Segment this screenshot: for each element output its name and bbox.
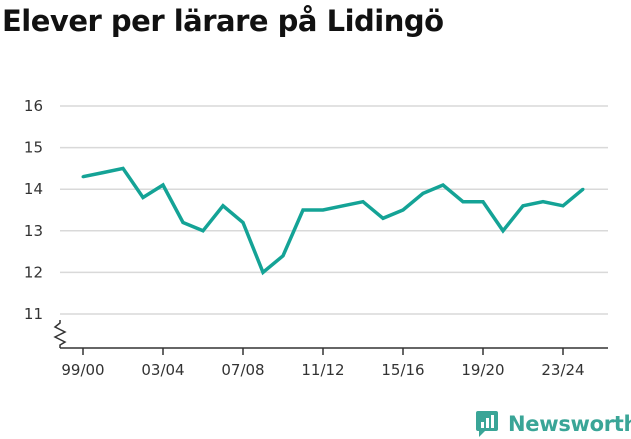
brand-name: Newsworthy (508, 412, 631, 436)
data-point (81, 175, 85, 179)
x-tick-label: 99/00 (61, 361, 104, 379)
data-point (201, 229, 205, 233)
y-tick-label-11: 11 (24, 305, 43, 323)
x-tick-label: 15/16 (381, 361, 424, 379)
data-point (381, 216, 385, 220)
data-point (561, 204, 565, 208)
y-tick-label-16: 16 (24, 97, 43, 115)
data-point (461, 200, 465, 204)
data-point (301, 208, 305, 212)
y-tick-label-12: 12 (24, 263, 43, 281)
x-tick-label: 11/12 (301, 361, 344, 379)
data-point (101, 171, 105, 175)
data-point (481, 200, 485, 204)
data-point (421, 191, 425, 195)
data-point (221, 204, 225, 208)
x-axis (53, 320, 608, 349)
data-point (361, 200, 365, 204)
data-point (541, 200, 545, 204)
data-point (341, 204, 345, 208)
x-tick-label: 23/24 (541, 361, 584, 379)
x-tick-label: 19/20 (461, 361, 504, 379)
chart-title: Elever per lärare på Lidingö (2, 4, 444, 38)
data-point (521, 204, 525, 208)
data-point (401, 208, 405, 212)
data-point (441, 183, 445, 187)
y-tick-label-13: 13 (24, 222, 43, 240)
data-point (261, 270, 265, 274)
x-axis-ticks: 99/00 03/04 07/08 11/12 15/16 19/20 23/24 (61, 348, 585, 379)
data-point (181, 220, 185, 224)
y-axis-ticks: 11 12 13 14 15 16 (24, 97, 43, 323)
series-line (82, 166, 585, 276)
data-point (581, 187, 585, 191)
newsworthy-logo-icon (476, 411, 498, 437)
grid-lines (60, 105, 608, 315)
x-tick-label: 07/08 (221, 361, 264, 379)
brand-logo: Newsworthy (476, 409, 631, 439)
x-tick-label: 03/04 (141, 361, 184, 379)
series-layer (81, 166, 585, 276)
data-point (321, 208, 325, 212)
data-point (241, 220, 245, 224)
data-point (121, 166, 125, 170)
data-point (281, 254, 285, 258)
y-axis-break-icon (53, 320, 67, 348)
data-point (141, 196, 145, 200)
y-tick-label-15: 15 (24, 139, 43, 157)
y-tick-label-14: 14 (24, 180, 43, 198)
data-point (501, 229, 505, 233)
data-point (161, 183, 165, 187)
